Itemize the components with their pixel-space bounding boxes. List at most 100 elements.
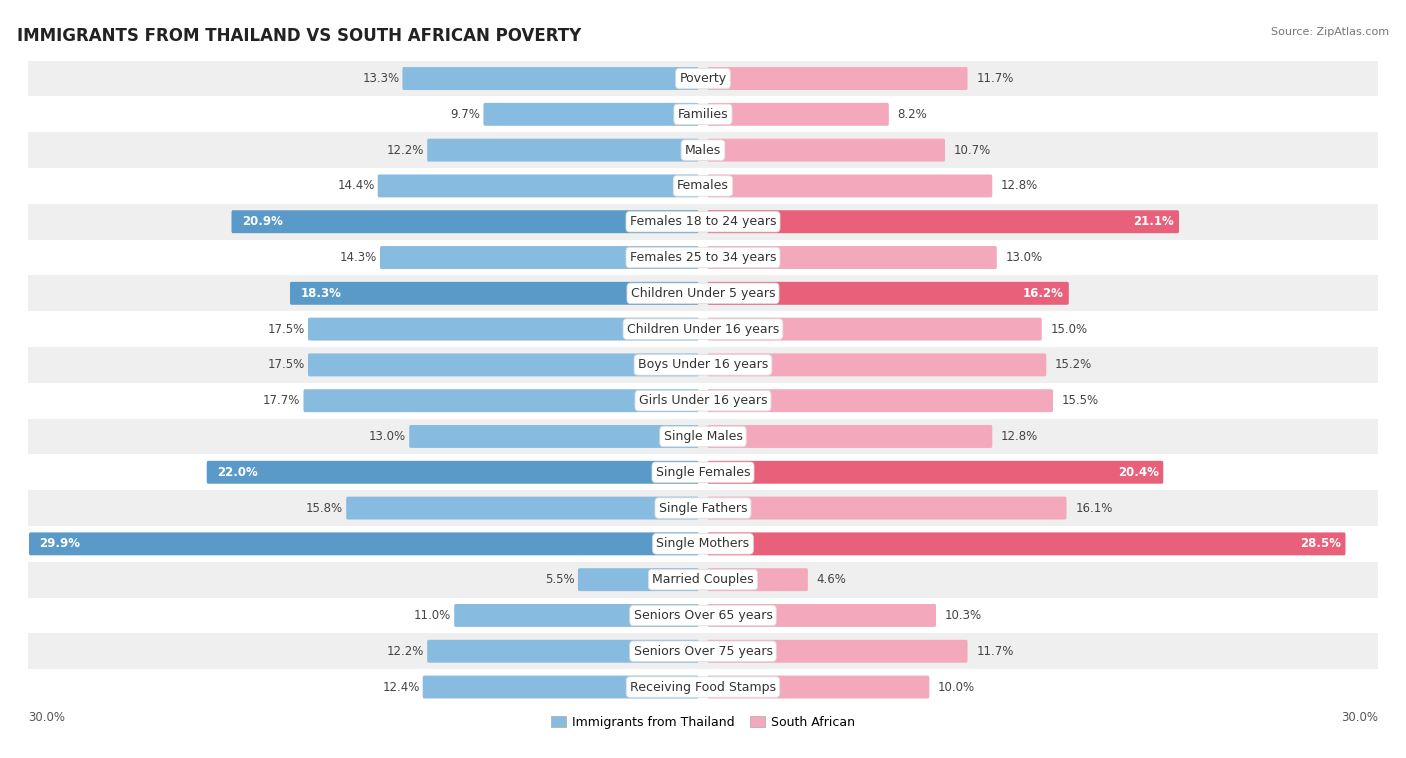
Text: Single Mothers: Single Mothers <box>657 537 749 550</box>
Text: Married Couples: Married Couples <box>652 573 754 586</box>
Bar <box>28 132 1378 168</box>
Text: 15.8%: 15.8% <box>307 502 343 515</box>
Bar <box>28 61 1378 96</box>
Text: 21.1%: 21.1% <box>1133 215 1174 228</box>
Bar <box>28 454 1378 490</box>
FancyBboxPatch shape <box>232 210 699 233</box>
Bar <box>28 634 1378 669</box>
Text: 20.4%: 20.4% <box>1118 465 1159 479</box>
FancyBboxPatch shape <box>707 139 945 161</box>
FancyBboxPatch shape <box>304 390 699 412</box>
FancyBboxPatch shape <box>707 282 1069 305</box>
Bar <box>28 490 1378 526</box>
Text: Children Under 16 years: Children Under 16 years <box>627 323 779 336</box>
Text: 15.2%: 15.2% <box>1054 359 1092 371</box>
Bar <box>28 526 1378 562</box>
Bar <box>28 275 1378 312</box>
Bar <box>28 347 1378 383</box>
Bar <box>28 204 1378 240</box>
FancyBboxPatch shape <box>484 103 699 126</box>
Text: Females: Females <box>678 180 728 193</box>
FancyBboxPatch shape <box>707 425 993 448</box>
Bar <box>28 597 1378 634</box>
FancyBboxPatch shape <box>378 174 699 197</box>
FancyBboxPatch shape <box>578 568 699 591</box>
Text: 11.7%: 11.7% <box>976 645 1014 658</box>
Bar <box>28 240 1378 275</box>
Text: Poverty: Poverty <box>679 72 727 85</box>
Bar <box>28 562 1378 597</box>
Text: Single Males: Single Males <box>664 430 742 443</box>
Text: 30.0%: 30.0% <box>1341 711 1378 724</box>
FancyBboxPatch shape <box>707 67 967 90</box>
FancyBboxPatch shape <box>207 461 699 484</box>
FancyBboxPatch shape <box>707 568 808 591</box>
Text: Single Fathers: Single Fathers <box>659 502 747 515</box>
Text: 8.2%: 8.2% <box>897 108 928 121</box>
FancyBboxPatch shape <box>707 640 967 662</box>
FancyBboxPatch shape <box>707 532 1346 556</box>
Text: 10.7%: 10.7% <box>953 143 991 157</box>
Text: 11.0%: 11.0% <box>413 609 451 622</box>
Bar <box>28 96 1378 132</box>
FancyBboxPatch shape <box>707 496 1067 519</box>
FancyBboxPatch shape <box>707 604 936 627</box>
Text: 14.3%: 14.3% <box>340 251 377 264</box>
FancyBboxPatch shape <box>409 425 699 448</box>
Text: Females 25 to 34 years: Females 25 to 34 years <box>630 251 776 264</box>
FancyBboxPatch shape <box>308 318 699 340</box>
Text: Males: Males <box>685 143 721 157</box>
Text: 15.0%: 15.0% <box>1050 323 1088 336</box>
Text: 18.3%: 18.3% <box>301 287 342 300</box>
Text: Females 18 to 24 years: Females 18 to 24 years <box>630 215 776 228</box>
Text: 22.0%: 22.0% <box>217 465 257 479</box>
FancyBboxPatch shape <box>402 67 699 90</box>
FancyBboxPatch shape <box>707 675 929 699</box>
Text: 12.2%: 12.2% <box>387 143 425 157</box>
Text: 17.5%: 17.5% <box>267 323 305 336</box>
Text: 11.7%: 11.7% <box>976 72 1014 85</box>
Text: IMMIGRANTS FROM THAILAND VS SOUTH AFRICAN POVERTY: IMMIGRANTS FROM THAILAND VS SOUTH AFRICA… <box>17 27 581 45</box>
FancyBboxPatch shape <box>707 246 997 269</box>
Text: 16.2%: 16.2% <box>1024 287 1064 300</box>
Text: 12.8%: 12.8% <box>1001 430 1038 443</box>
Bar <box>28 168 1378 204</box>
Text: 30.0%: 30.0% <box>28 711 65 724</box>
FancyBboxPatch shape <box>707 318 1042 340</box>
Text: 10.0%: 10.0% <box>938 681 976 694</box>
Bar <box>28 312 1378 347</box>
FancyBboxPatch shape <box>427 640 699 662</box>
Text: Girls Under 16 years: Girls Under 16 years <box>638 394 768 407</box>
FancyBboxPatch shape <box>707 174 993 197</box>
FancyBboxPatch shape <box>427 139 699 161</box>
Text: Single Females: Single Females <box>655 465 751 479</box>
Legend: Immigrants from Thailand, South African: Immigrants from Thailand, South African <box>546 711 860 735</box>
FancyBboxPatch shape <box>290 282 699 305</box>
FancyBboxPatch shape <box>308 353 699 377</box>
FancyBboxPatch shape <box>707 103 889 126</box>
Text: 14.4%: 14.4% <box>337 180 374 193</box>
Text: Source: ZipAtlas.com: Source: ZipAtlas.com <box>1271 27 1389 36</box>
FancyBboxPatch shape <box>707 461 1163 484</box>
Text: 20.9%: 20.9% <box>242 215 283 228</box>
Text: 17.5%: 17.5% <box>267 359 305 371</box>
Bar <box>28 669 1378 705</box>
Text: 4.6%: 4.6% <box>817 573 846 586</box>
Text: Receiving Food Stamps: Receiving Food Stamps <box>630 681 776 694</box>
FancyBboxPatch shape <box>30 532 699 556</box>
FancyBboxPatch shape <box>454 604 699 627</box>
FancyBboxPatch shape <box>423 675 699 699</box>
FancyBboxPatch shape <box>346 496 699 519</box>
Bar <box>28 383 1378 418</box>
Text: Families: Families <box>678 108 728 121</box>
FancyBboxPatch shape <box>707 210 1180 233</box>
Text: Boys Under 16 years: Boys Under 16 years <box>638 359 768 371</box>
FancyBboxPatch shape <box>707 390 1053 412</box>
Text: 16.1%: 16.1% <box>1076 502 1112 515</box>
Text: Seniors Over 65 years: Seniors Over 65 years <box>634 609 772 622</box>
Text: Seniors Over 75 years: Seniors Over 75 years <box>634 645 772 658</box>
Text: 13.3%: 13.3% <box>363 72 399 85</box>
Text: 13.0%: 13.0% <box>1005 251 1043 264</box>
FancyBboxPatch shape <box>707 353 1046 377</box>
Text: 15.5%: 15.5% <box>1062 394 1099 407</box>
